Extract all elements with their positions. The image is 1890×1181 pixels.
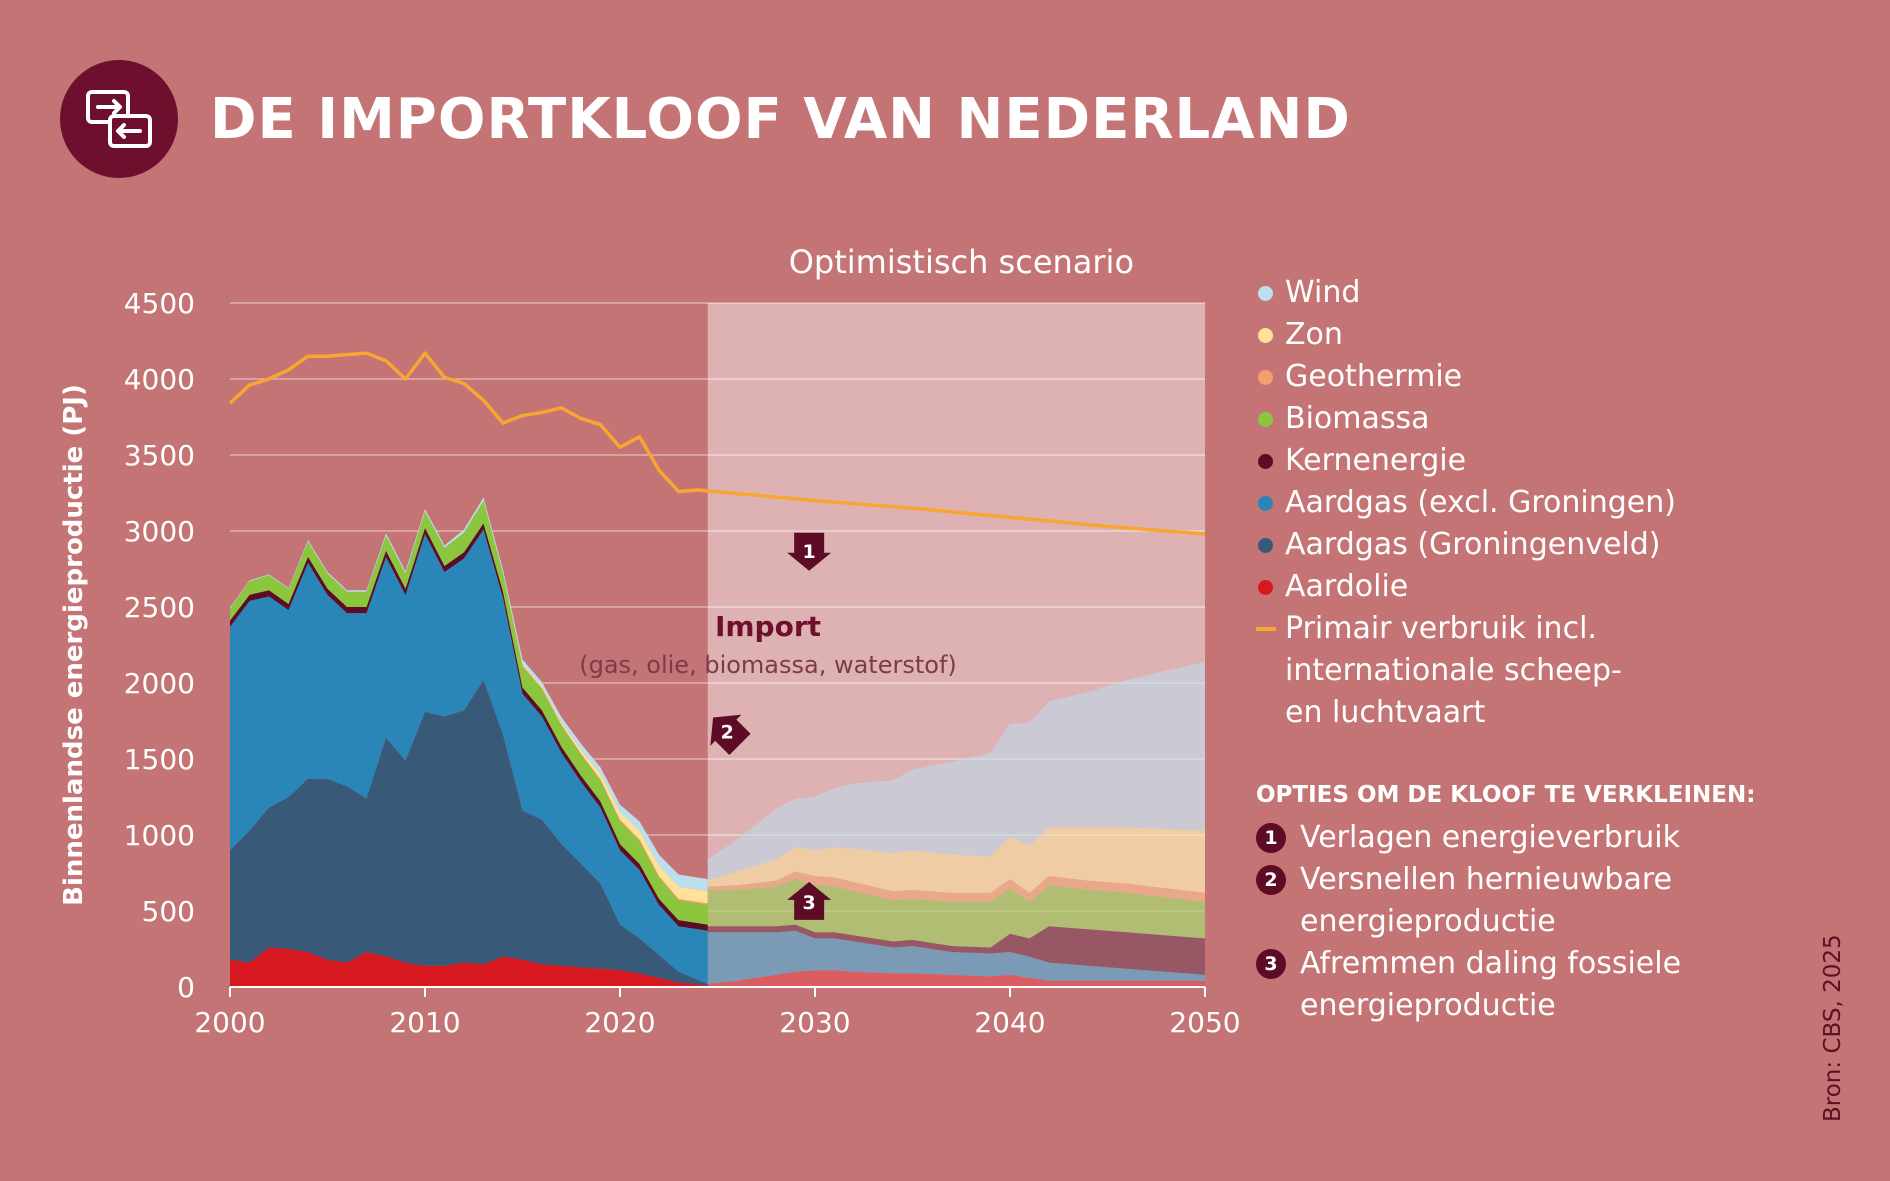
option-number: 3 <box>1256 949 1286 979</box>
scenario-area-aardgas-excl-groningen <box>707 930 1205 984</box>
scenario-area-geothermie <box>707 871 1205 902</box>
option-marker-1: 1 <box>787 532 832 571</box>
header: DE IMPORTKLOOF VAN NEDERLAND <box>60 60 1351 178</box>
x-tick-label: 2010 <box>389 1006 460 1039</box>
legend-swatch <box>1258 286 1273 301</box>
option-label: Afremmen daling fossiele energieproducti… <box>1300 946 1682 1023</box>
y-tick-label: 1500 <box>124 743 195 776</box>
option-label: Verlagen energieverbruik <box>1300 820 1680 855</box>
y-tick-label: 3000 <box>124 515 195 548</box>
option-number: 1 <box>1256 823 1286 853</box>
svg-text:2: 2 <box>721 722 734 744</box>
import-sublabel: (gas, olie, biomassa, waterstof) <box>579 651 957 679</box>
legend-swatch <box>1258 496 1273 511</box>
legend-label: Kernenergie <box>1285 443 1467 478</box>
options-title: OPTIES OM DE KLOOF TE VERKLEINEN: <box>1256 782 1756 808</box>
legend-item-aardgas-excl-groningen: Aardgas (excl. Groningen) <box>1252 482 1852 524</box>
scenario-area-aardolie <box>707 970 1205 987</box>
y-tick-label: 1000 <box>124 819 195 852</box>
legend-swatch <box>1256 627 1276 631</box>
exchange-arrows-icon <box>60 60 178 178</box>
y-tick-label: 2500 <box>124 591 195 624</box>
y-tick-label: 3500 <box>124 439 195 472</box>
legend-label: Aardgas (excl. Groningen) <box>1285 485 1676 520</box>
legend-swatch <box>1258 454 1273 469</box>
legend-label: Aardgas (Groningenveld) <box>1285 527 1661 562</box>
legend-swatch <box>1258 370 1273 385</box>
x-tick-label: 2020 <box>584 1006 655 1039</box>
legend-label: Biomassa <box>1285 401 1430 436</box>
legend-item-primair-verbruik-incl-internationale-scheep-en-luchtvaart: Primair verbruik incl. internationale sc… <box>1252 608 1852 734</box>
historical-area-aardgas-groningenveld <box>230 679 708 986</box>
legend-item-aardgas-groningenveld: Aardgas (Groningenveld) <box>1252 524 1852 566</box>
page-title: DE IMPORTKLOOF VAN NEDERLAND <box>210 86 1351 152</box>
historical-area-aardolie <box>230 947 708 987</box>
scenario-area-biomassa <box>707 879 1205 948</box>
legend-swatch <box>1258 328 1273 343</box>
legend-label: Geothermie <box>1285 359 1463 394</box>
scenario-area-kernenergie <box>707 924 1205 975</box>
scenario-area-zon <box>707 827 1205 893</box>
legend-item-aardolie: Aardolie <box>1252 566 1852 608</box>
x-tick-label: 2050 <box>1169 1006 1240 1039</box>
legend-swatch <box>1258 412 1273 427</box>
consumption-line <box>228 351 1206 536</box>
legend-item-biomassa: Biomassa <box>1252 398 1852 440</box>
x-tick-label: 2000 <box>194 1006 265 1039</box>
y-tick-label: 4000 <box>124 363 195 396</box>
y-axis-label: Binnenlandse energieproductie (PJ) <box>59 384 89 906</box>
legend-label: Zon <box>1285 317 1343 352</box>
option-number: 2 <box>1256 865 1286 895</box>
legend-swatch <box>1258 538 1273 553</box>
legend-item-geothermie: Geothermie <box>1252 356 1852 398</box>
x-tick-label: 2030 <box>779 1006 850 1039</box>
y-tick-label: 4500 <box>124 287 195 320</box>
chart-legend: Wind Zon Geothermie Biomassa Kernenergie Aard… <box>1252 272 1852 734</box>
legend-label: Wind <box>1285 275 1361 310</box>
y-tick-label: 0 <box>177 971 195 1004</box>
x-tick-label: 2040 <box>974 1006 1045 1039</box>
svg-text:1: 1 <box>803 541 816 563</box>
import-label: Import <box>715 610 821 643</box>
historical-area-biomassa <box>230 500 708 925</box>
legend-item-wind: Wind <box>1252 272 1852 314</box>
y-tick-label: 2000 <box>124 667 195 700</box>
y-tick-label: 500 <box>142 895 195 928</box>
option-label: Versnellen hernieuwbare energieproductie <box>1300 862 1672 939</box>
svg-text:3: 3 <box>803 892 816 914</box>
legend-swatch <box>1258 580 1273 595</box>
legend-item-zon: Zon <box>1252 314 1852 356</box>
legend-item-kernenergie: Kernenergie <box>1252 440 1852 482</box>
historical-area-aardgas-excl-groningen <box>230 529 708 984</box>
option-item-1: 1 Verlagen energieverbruik <box>1256 817 1796 859</box>
scenario-label: Optimistisch scenario <box>789 243 1134 281</box>
option-item-3: 3 Afremmen daling fossiele energieproduct… <box>1256 943 1796 1027</box>
source-note: Bron: CBS, 2025 <box>1820 934 1846 1122</box>
options-list: 1 Verlagen energieverbruik 2 Versnellen her… <box>1256 817 1796 1027</box>
option-marker-2: 2 <box>710 714 751 755</box>
scenario-area-wind <box>707 661 1205 881</box>
option-item-2: 2 Versnellen hernieuwbare energieproducti… <box>1256 859 1796 943</box>
legend-label: Primair verbruik incl. internationale sc… <box>1285 611 1622 730</box>
legend-label: Aardolie <box>1285 569 1409 604</box>
option-marker-3: 3 <box>787 881 832 920</box>
